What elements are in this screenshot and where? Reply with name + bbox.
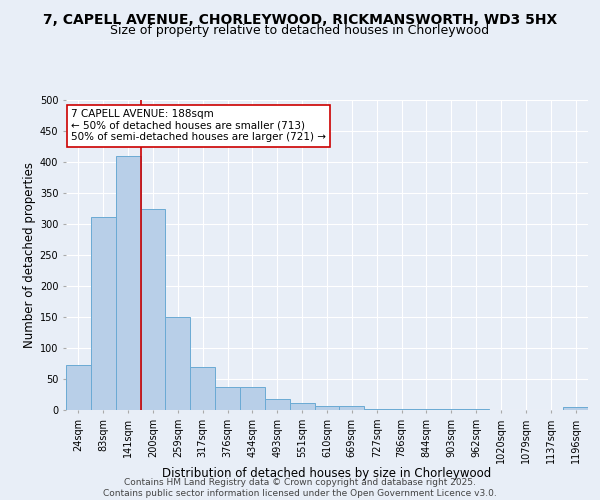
Text: 7 CAPELL AVENUE: 188sqm
← 50% of detached houses are smaller (713)
50% of semi-d: 7 CAPELL AVENUE: 188sqm ← 50% of detache… (71, 110, 326, 142)
Text: Contains HM Land Registry data © Crown copyright and database right 2025.
Contai: Contains HM Land Registry data © Crown c… (103, 478, 497, 498)
Bar (66, 366, 91, 410)
Bar (364, 409, 389, 410)
Bar (389, 409, 414, 410)
Bar (166, 317, 190, 410)
Bar (290, 403, 314, 410)
Bar (439, 409, 464, 410)
Bar (215, 387, 240, 410)
X-axis label: Distribution of detached houses by size in Chorleywood: Distribution of detached houses by size … (163, 467, 491, 480)
Bar (414, 409, 439, 410)
Bar (314, 406, 340, 410)
Bar (190, 366, 215, 410)
Text: Size of property relative to detached houses in Chorleywood: Size of property relative to detached ho… (110, 24, 490, 37)
Bar (563, 407, 588, 410)
Text: 7, CAPELL AVENUE, CHORLEYWOOD, RICKMANSWORTH, WD3 5HX: 7, CAPELL AVENUE, CHORLEYWOOD, RICKMANSW… (43, 12, 557, 26)
Bar (91, 216, 116, 410)
Bar (140, 208, 166, 410)
Bar (240, 387, 265, 410)
Bar (265, 399, 290, 410)
Y-axis label: Number of detached properties: Number of detached properties (23, 162, 35, 348)
Bar (340, 406, 364, 410)
Bar (116, 156, 140, 410)
